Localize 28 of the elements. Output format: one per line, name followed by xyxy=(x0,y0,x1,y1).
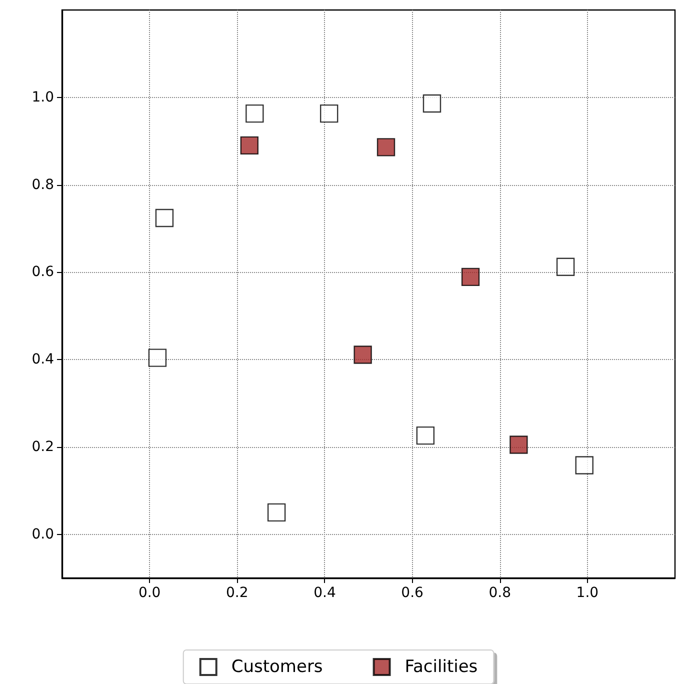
y-tick-label: 0.6 xyxy=(32,264,54,280)
point xyxy=(461,268,480,286)
x-tick-label: 0.6 xyxy=(401,585,424,601)
x-tick-label: 0.8 xyxy=(488,585,511,601)
x-tick-label: 0.2 xyxy=(226,585,248,601)
x-tick-label: 0.0 xyxy=(138,585,161,601)
point xyxy=(320,104,338,123)
point xyxy=(148,348,167,367)
point xyxy=(575,456,594,474)
point xyxy=(416,426,435,445)
y-tick-label: 0.0 xyxy=(32,526,54,542)
legend-label: Customers xyxy=(231,657,323,677)
x-tick-label: 1.0 xyxy=(576,585,599,601)
y-tick-label: 0.4 xyxy=(32,352,54,368)
point xyxy=(510,436,528,454)
y-tick-label: 0.8 xyxy=(32,176,54,193)
point xyxy=(267,503,286,522)
point xyxy=(422,94,442,113)
point xyxy=(556,258,575,276)
point xyxy=(240,136,259,155)
point xyxy=(354,346,372,364)
y-tick-label: 0.2 xyxy=(32,438,54,455)
legend-label: Facilities xyxy=(404,657,478,677)
y-tick-label: 1.0 xyxy=(32,89,54,106)
point xyxy=(155,208,174,228)
point xyxy=(376,138,396,156)
x-tick-label: 0.4 xyxy=(314,585,336,601)
point xyxy=(246,104,264,123)
